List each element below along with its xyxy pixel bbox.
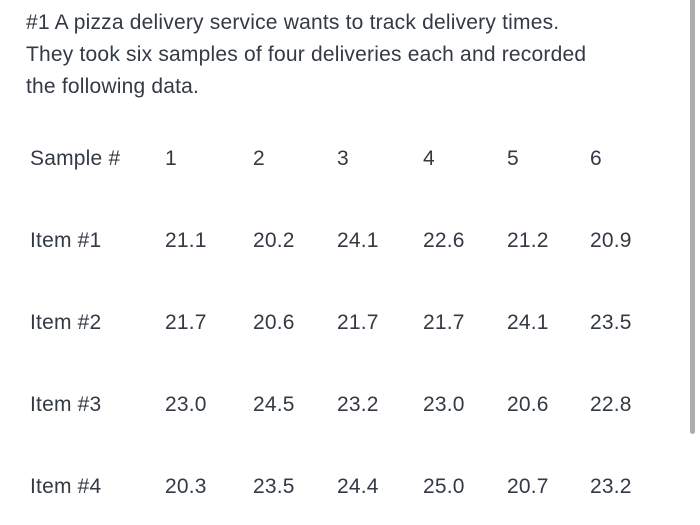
table-cell: 21.7	[337, 311, 379, 334]
row-label: Item #2	[30, 311, 102, 334]
table-cell: 20.6	[253, 311, 295, 334]
table-cell: 23.0	[165, 393, 207, 416]
problem-text-line-1: #1 A pizza delivery service wants to tra…	[26, 11, 560, 34]
table-cell: 20.9	[590, 229, 632, 252]
sample-number-5: 5	[507, 147, 519, 170]
scrollbar-thumb[interactable]	[690, 0, 695, 434]
problem-text-line-2: They took six samples of four deliveries…	[26, 43, 587, 66]
table-cell: 23.2	[337, 393, 379, 416]
row-label: Item #4	[30, 475, 102, 498]
table-row-item-3: Item #3 23.0 24.5 23.2 23.0 20.6 22.8	[30, 393, 670, 419]
table-cell: 21.2	[507, 229, 549, 252]
table-header-row: Sample # 1 2 3 4 5 6	[30, 147, 670, 173]
table-cell: 22.6	[423, 229, 465, 252]
table-cell: 25.0	[423, 475, 465, 498]
header-row-label: Sample #	[30, 147, 121, 170]
table-cell: 21.7	[423, 311, 465, 334]
delivery-times-table: Sample # 1 2 3 4 5 6 Item #1 21.1 20.2 2…	[30, 147, 670, 501]
table-cell: 24.1	[337, 229, 379, 252]
table-cell: 20.3	[165, 475, 207, 498]
table-cell: 24.5	[253, 393, 295, 416]
table-cell: 23.5	[253, 475, 295, 498]
scrollbar-track	[690, 0, 700, 525]
table-cell: 23.2	[590, 475, 632, 498]
table-row-item-4: Item #4 20.3 23.5 24.4 25.0 20.7 23.2	[30, 475, 670, 501]
problem-statement: #1 A pizza delivery service wants to tra…	[26, 7, 586, 103]
table-cell: 21.7	[165, 311, 207, 334]
table-cell: 22.8	[590, 393, 632, 416]
table-row-item-1: Item #1 21.1 20.2 24.1 22.6 21.2 20.9	[30, 229, 670, 255]
table-cell: 23.0	[423, 393, 465, 416]
sample-number-2: 2	[253, 147, 265, 170]
problem-text-line-3: the following data.	[26, 75, 200, 98]
table-cell: 24.1	[507, 311, 549, 334]
table-cell: 23.5	[590, 311, 632, 334]
row-label: Item #1	[30, 229, 102, 252]
table-cell: 21.1	[165, 229, 207, 252]
table-cell: 20.7	[507, 475, 549, 498]
sample-number-3: 3	[337, 147, 349, 170]
sample-number-6: 6	[590, 147, 602, 170]
sample-number-4: 4	[423, 147, 435, 170]
table-cell: 20.2	[253, 229, 295, 252]
row-label: Item #3	[30, 393, 102, 416]
table-row-item-2: Item #2 21.7 20.6 21.7 21.7 24.1 23.5	[30, 311, 670, 337]
table-cell: 20.6	[507, 393, 549, 416]
table-cell: 24.4	[337, 475, 379, 498]
sample-number-1: 1	[165, 147, 177, 170]
